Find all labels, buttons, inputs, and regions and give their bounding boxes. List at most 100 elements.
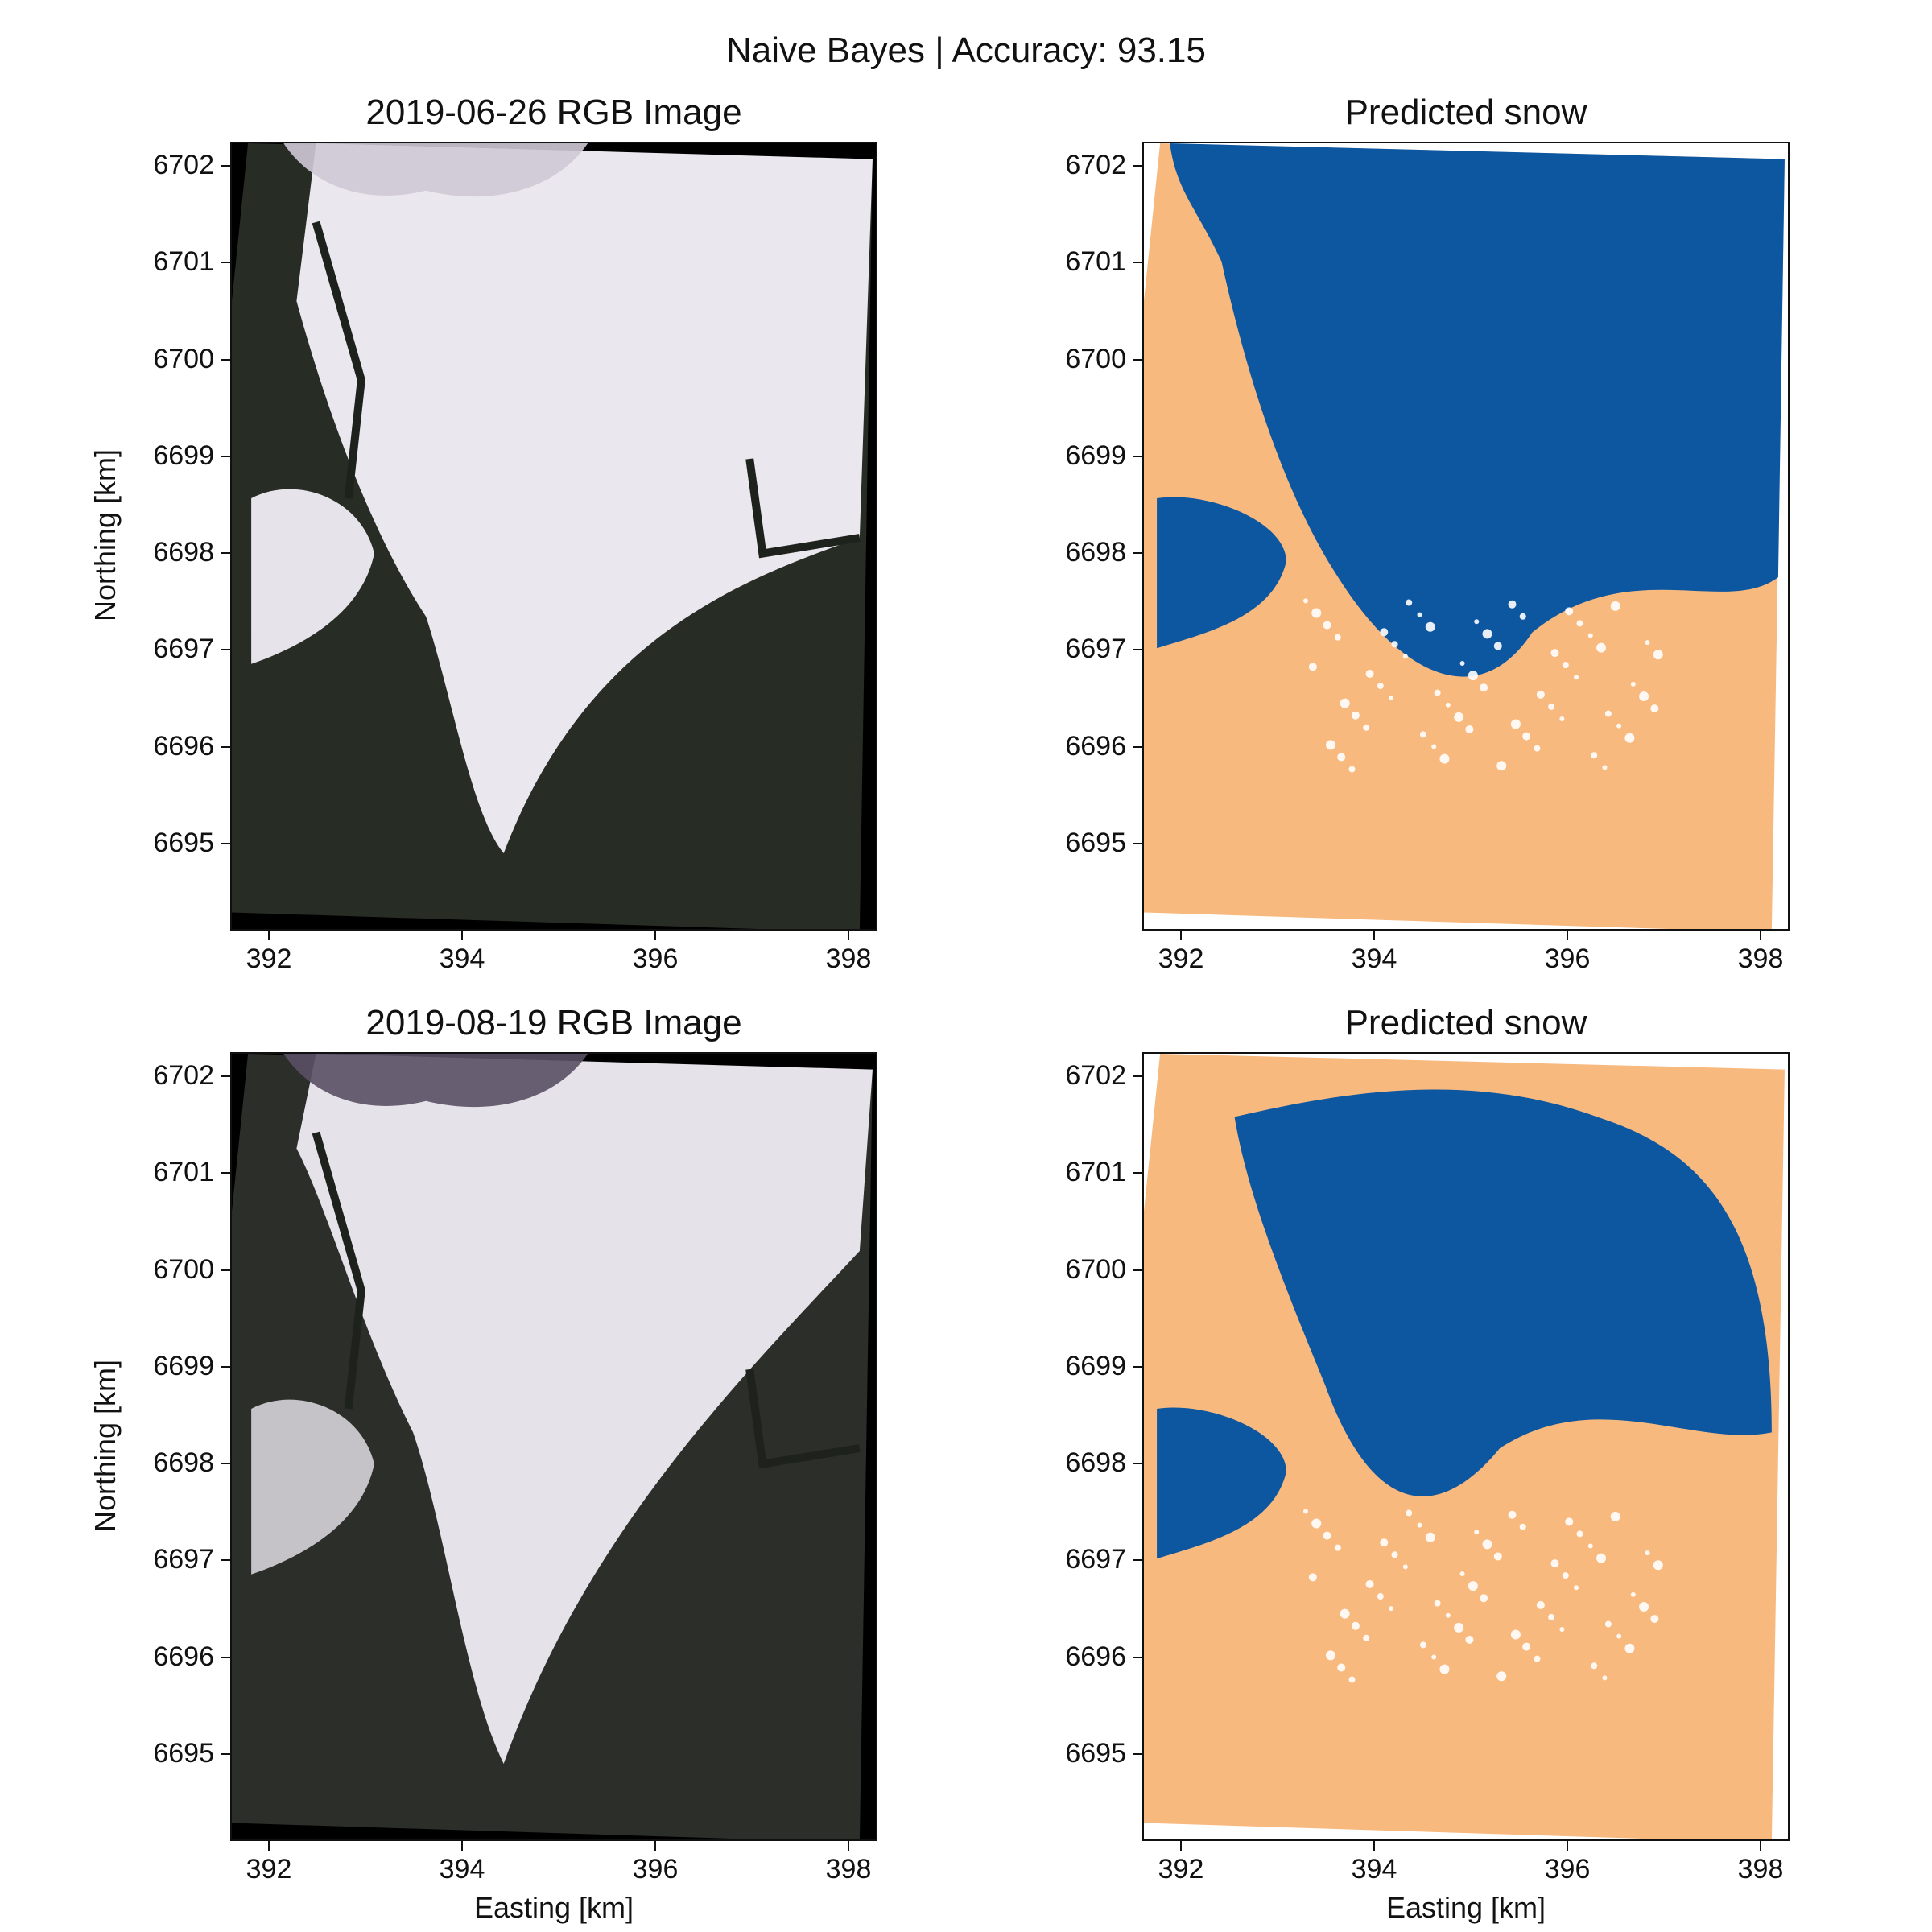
y-tick-label: 6695 (1065, 1737, 1126, 1769)
x-tick-mark (1567, 1841, 1568, 1851)
y-tick-mark (1133, 455, 1142, 457)
x-tick-mark (1180, 1841, 1182, 1851)
x-tick-mark (1373, 1841, 1375, 1851)
y-tick-label: 6696 (153, 730, 214, 762)
rgb-image (232, 143, 876, 929)
x-tick-mark (461, 931, 463, 940)
x-tick-mark (1567, 931, 1568, 940)
y-tick-label: 6699 (153, 1350, 214, 1381)
x-tick-mark (1760, 931, 1761, 940)
y-tick-label: 6702 (153, 150, 214, 181)
y-tick-label: 6696 (1065, 730, 1126, 762)
y-tick-mark (221, 649, 230, 651)
y-tick-mark (221, 165, 230, 167)
y-tick-label: 6702 (1065, 150, 1126, 181)
y-tick-label: 6698 (1065, 1447, 1126, 1479)
x-tick-label: 396 (632, 943, 679, 974)
rgb-image-axes (230, 142, 877, 931)
y-tick-mark (221, 1075, 230, 1078)
x-tick-label: 398 (1737, 1854, 1784, 1885)
x-tick-mark (654, 1841, 656, 1851)
x-tick-mark (461, 1841, 463, 1851)
x-tick-label: 396 (632, 1854, 679, 1885)
prediction-map-axes (1142, 1052, 1790, 1841)
x-tick-label: 398 (1737, 943, 1784, 974)
y-tick-mark (1133, 358, 1142, 361)
y-tick-mark (1133, 1752, 1142, 1755)
x-tick-mark (1760, 1841, 1761, 1851)
y-tick-label: 6695 (1065, 827, 1126, 858)
y-tick-mark (1133, 1075, 1142, 1078)
y-tick-label: 6700 (1065, 343, 1126, 374)
y-tick-mark (221, 842, 230, 844)
figure-suptitle: Naive Bayes | Accuracy: 93.15 (726, 31, 1206, 70)
y-tick-label: 6697 (1065, 1544, 1126, 1575)
y-tick-label: 6702 (1065, 1060, 1126, 1092)
x-tick-label: 396 (1544, 943, 1591, 974)
y-tick-mark (1133, 842, 1142, 844)
panel-title: 2019-06-26 RGB Image (365, 93, 742, 132)
y-tick-mark (221, 745, 230, 748)
y-tick-mark (1133, 649, 1142, 651)
y-tick-label: 6697 (1065, 634, 1126, 665)
y-tick-label: 6701 (1065, 246, 1126, 278)
x-tick-label: 394 (439, 943, 485, 974)
y-tick-mark (221, 455, 230, 457)
y-tick-label: 6701 (153, 1157, 214, 1188)
y-tick-mark (1133, 165, 1142, 167)
y-tick-mark (221, 552, 230, 555)
y-tick-label: 6702 (153, 1060, 214, 1092)
x-tick-label: 394 (1351, 943, 1397, 974)
y-tick-mark (221, 262, 230, 264)
y-tick-mark (221, 1656, 230, 1658)
x-tick-mark (848, 931, 849, 940)
rgb-image (232, 1054, 876, 1839)
panel-title: Predicted snow (1344, 1003, 1587, 1042)
x-tick-label: 398 (825, 1854, 872, 1885)
y-tick-mark (221, 1752, 230, 1755)
y-tick-mark (1133, 1269, 1142, 1271)
prediction-map-axes (1142, 142, 1790, 931)
prediction-map (1144, 143, 1788, 929)
x-tick-label: 392 (246, 1854, 292, 1885)
x-axis-label: Easting [km] (1385, 1891, 1546, 1924)
y-tick-label: 6701 (1065, 1157, 1126, 1188)
x-tick-mark (268, 1841, 270, 1851)
x-tick-label: 398 (825, 943, 872, 974)
x-tick-mark (848, 1841, 849, 1851)
x-axis-label: Easting [km] (473, 1891, 634, 1924)
y-tick-mark (1133, 745, 1142, 748)
x-tick-label: 392 (246, 943, 292, 974)
y-tick-label: 6700 (153, 343, 214, 374)
x-tick-label: 394 (1351, 1854, 1397, 1885)
panel-title: Predicted snow (1344, 93, 1587, 132)
x-tick-label: 392 (1158, 943, 1204, 974)
y-tick-label: 6698 (1065, 537, 1126, 568)
y-tick-mark (221, 1365, 230, 1368)
y-tick-mark (221, 1172, 230, 1174)
x-tick-mark (654, 931, 656, 940)
y-tick-label: 6699 (153, 440, 214, 471)
y-tick-label: 6695 (153, 1737, 214, 1769)
x-tick-label: 392 (1158, 1854, 1204, 1885)
x-tick-mark (268, 931, 270, 940)
y-tick-label: 6701 (153, 246, 214, 278)
y-tick-mark (1133, 1365, 1142, 1368)
x-tick-label: 396 (1544, 1854, 1591, 1885)
y-tick-mark (1133, 262, 1142, 264)
y-tick-label: 6700 (153, 1253, 214, 1285)
y-tick-mark (1133, 1172, 1142, 1174)
y-tick-label: 6699 (1065, 1350, 1126, 1381)
y-axis-label: Northing [km] (89, 1359, 122, 1533)
y-tick-label: 6698 (153, 1447, 214, 1479)
x-tick-mark (1180, 931, 1182, 940)
y-tick-label: 6696 (153, 1641, 214, 1672)
y-tick-mark (1133, 1463, 1142, 1465)
y-tick-label: 6699 (1065, 440, 1126, 471)
y-tick-label: 6696 (1065, 1641, 1126, 1672)
y-tick-label: 6695 (153, 827, 214, 858)
y-tick-mark (1133, 1656, 1142, 1658)
panel-title: 2019-08-19 RGB Image (365, 1003, 742, 1042)
y-tick-mark (1133, 552, 1142, 555)
y-tick-mark (1133, 1559, 1142, 1562)
